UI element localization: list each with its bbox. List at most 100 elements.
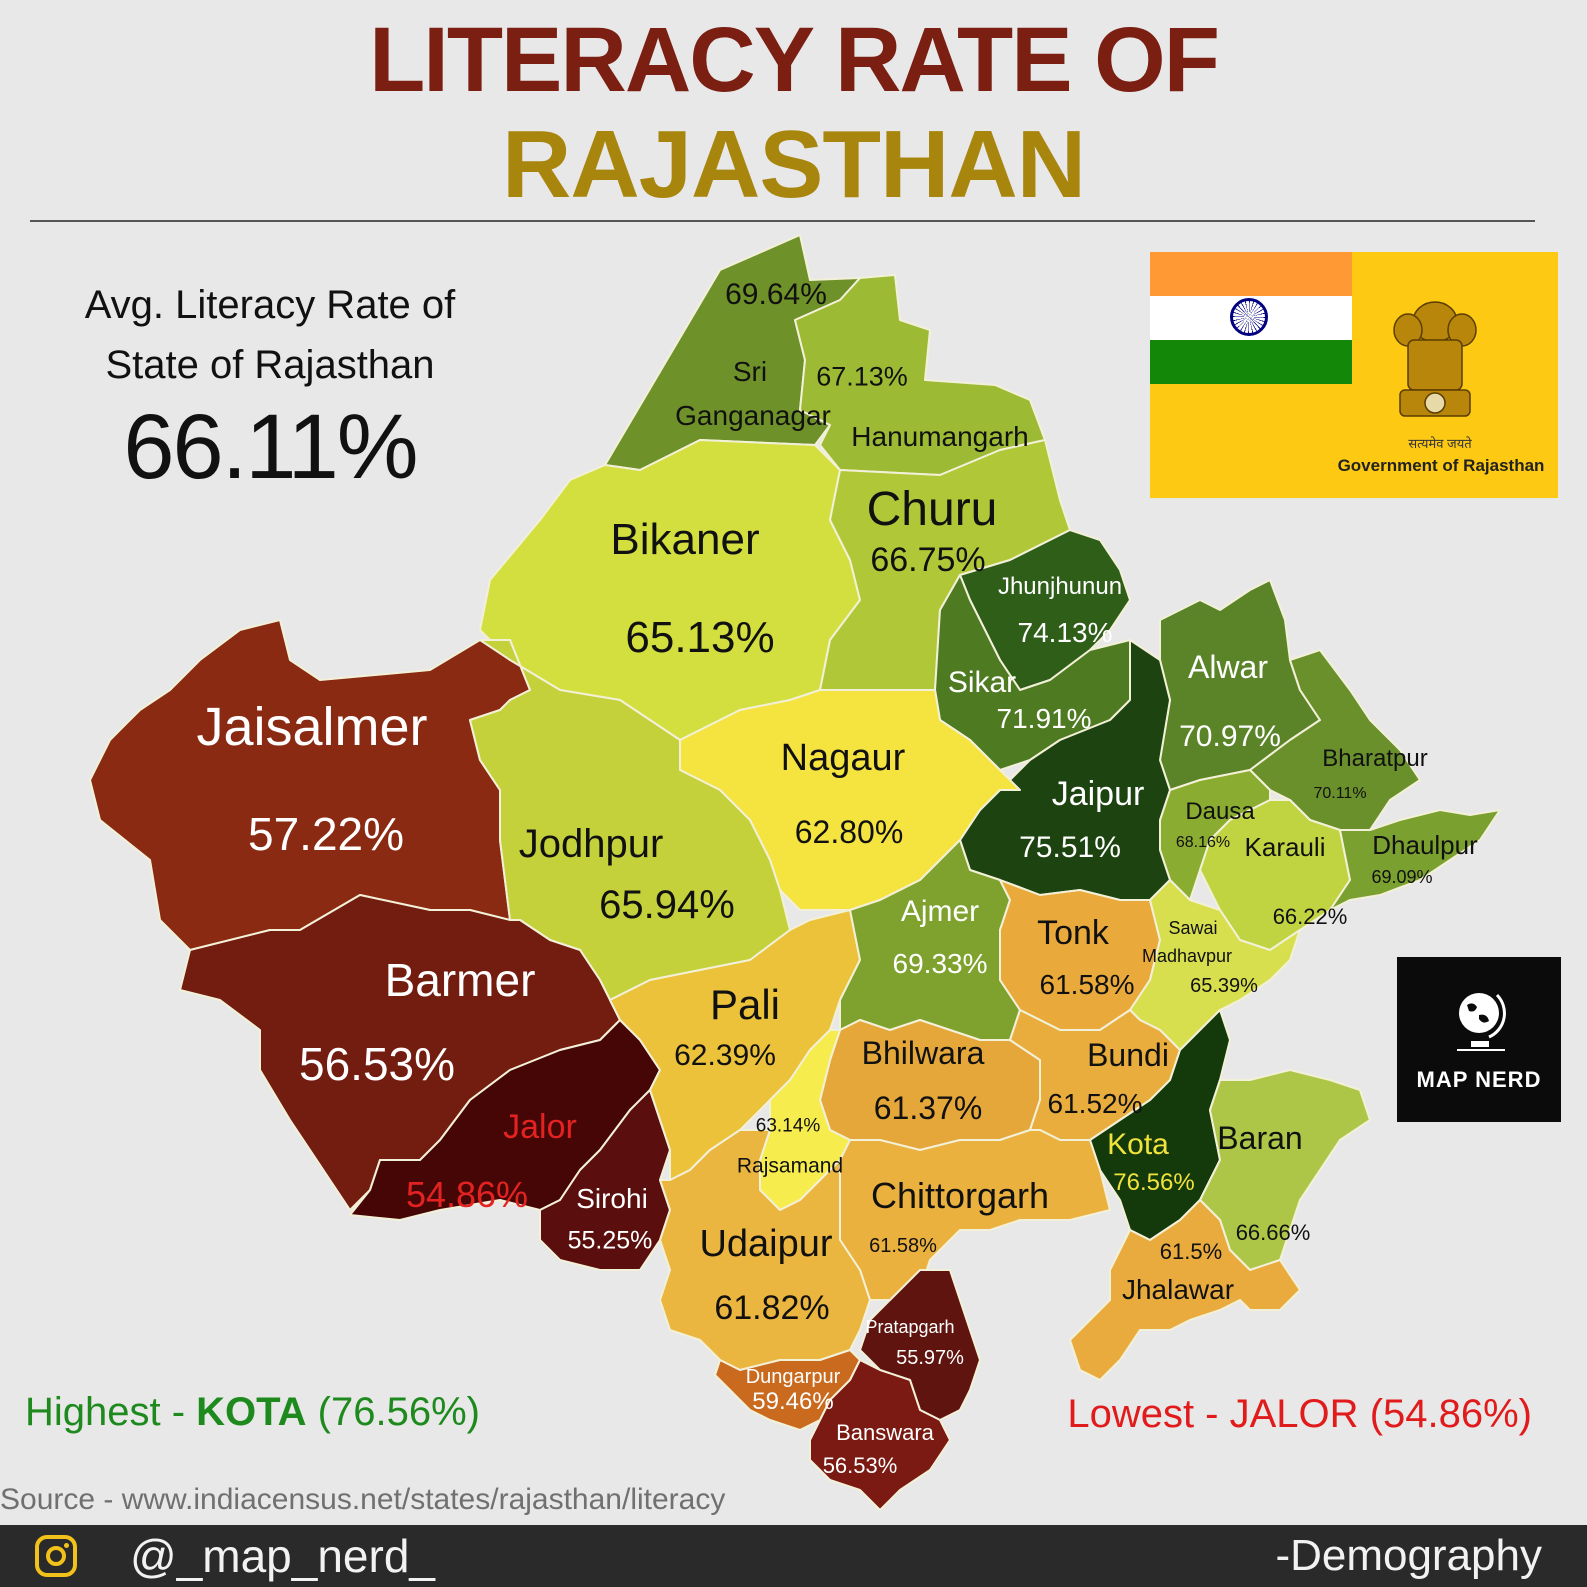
source-citation: Source - www.indiacensus.net/states/raja… (0, 1483, 726, 1516)
logo-text: MAP NERD (1416, 1067, 1542, 1092)
label-value-dausa: 68.16% (1175, 834, 1231, 851)
district-pratapgarh[interactable] (859, 1269, 981, 1421)
label-name-dausa: Dausa (1185, 798, 1255, 825)
label-name-dungarpur: Dungarpur (745, 1366, 841, 1388)
label-name-sawai-1: Sawai (1168, 918, 1218, 938)
label-name-bharatpur: Bharatpur (1322, 745, 1428, 772)
title-divider (30, 220, 1535, 222)
district-jaisalmer[interactable] (89, 619, 531, 951)
label-value-alwar: 70.97% (1179, 720, 1281, 753)
lowest-name: JALOR (1229, 1392, 1359, 1436)
average-label: Avg. Literacy Rate of State of Rajasthan (60, 275, 480, 395)
label-name-sirohi: Sirohi (576, 1183, 648, 1214)
label-name-dhaulpur: Dhaulpur (1372, 830, 1478, 860)
highest-prefix: Highest - (25, 1390, 197, 1434)
lowest-callout: Lowest - JALOR (54.86%) (1067, 1392, 1532, 1437)
label-name-pali: Pali (709, 981, 781, 1028)
label-name-sikar: Sikar (947, 666, 1017, 699)
label-value-hanumangarh: 67.13% (816, 361, 908, 392)
label-name-hanumangarh: Hanumangarh (851, 421, 1029, 452)
label-name-chittorgarh: Chittorgarh (870, 1175, 1050, 1216)
average-label-line-1: Avg. Literacy Rate of (84, 283, 456, 327)
district-udaipur[interactable] (659, 1129, 871, 1371)
label-name-jaisalmer: Jaisalmer (196, 697, 428, 757)
label-name-jhunjhunun: Jhunjhunun (997, 573, 1123, 600)
label-name-jhalawar: Jhalawar (1121, 1274, 1235, 1305)
flag-green-band (1150, 340, 1352, 384)
highest-name: KOTA (196, 1390, 307, 1434)
globe-icon (1457, 993, 1506, 1051)
district-baran[interactable] (1199, 1069, 1371, 1271)
label-value-banswara: 56.53% (822, 1453, 898, 1478)
title-line-1: LITERACY RATE OF (369, 9, 1220, 111)
district-sirohi[interactable] (539, 1089, 671, 1271)
label-value-pali: 62.39% (674, 1039, 776, 1072)
label-value-udaipur: 61.82% (714, 1289, 830, 1327)
label-value-ajmer: 69.33% (892, 948, 988, 979)
district-karauli[interactable] (1199, 799, 1351, 951)
label-value-nagaur: 62.80% (794, 814, 904, 850)
category-tag: -Demography (1275, 1531, 1542, 1580)
footer-bar: @_map_nerd_ -Demography (0, 1525, 1587, 1587)
label-value-rajsamand: 63.14% (755, 1115, 821, 1137)
title-line-2: RAJASTHAN (501, 111, 1086, 218)
label-name-jodhpur: Jodhpur (518, 822, 664, 866)
label-value-jalor: 54.86% (405, 1174, 529, 1215)
flag-saffron-band (1150, 252, 1352, 296)
label-name-jalor: Jalor (503, 1108, 577, 1146)
average-label-line-2: State of Rajasthan (105, 343, 435, 387)
ashoka-chakra-icon (1230, 298, 1268, 336)
label-name-jaipur: Jaipur (1051, 775, 1145, 813)
label-value-bikaner: 65.13% (625, 613, 775, 662)
label-name-kota: Kota (1107, 1128, 1169, 1161)
label-name-sri-ganganagar-2: Ganganagar (675, 400, 831, 431)
lowest-value: (54.86%) (1369, 1392, 1532, 1436)
label-name-alwar: Alwar (1187, 649, 1269, 685)
label-name-nagaur: Nagaur (780, 737, 906, 779)
district-banswara[interactable] (809, 1359, 951, 1511)
label-value-tonk: 61.58% (1039, 969, 1135, 1000)
label-value-bharatpur: 70.11% (1313, 785, 1367, 802)
emblem-motto: सत्यमेव जयते (1408, 436, 1472, 451)
label-value-chittorgarh: 61.58% (869, 1235, 937, 1257)
label-name-bundi: Bundi (1087, 1037, 1169, 1073)
label-value-baran: 66.66% (1235, 1220, 1311, 1245)
label-name-bhilwara: Bhilwara (861, 1035, 985, 1071)
highest-value: (76.56%) (317, 1390, 480, 1434)
label-value-barmer: 56.53% (298, 1038, 456, 1090)
label-name-udaipur: Udaipur (699, 1223, 833, 1265)
label-value-sikar: 71.91% (996, 703, 1092, 734)
label-value-dhaulpur: 69.09% (1371, 867, 1433, 887)
label-name-banswara: Banswara (836, 1420, 934, 1445)
label-value-jhalawar: 61.5% (1159, 1239, 1223, 1264)
label-name-churu: Churu (866, 483, 998, 536)
label-value-churu: 66.75% (870, 541, 986, 579)
label-name-baran: Baran (1217, 1120, 1303, 1156)
label-value-dungarpur: 59.46% (752, 1388, 834, 1415)
label-value-kota: 76.56% (1113, 1169, 1195, 1196)
label-name-barmer: Barmer (384, 954, 536, 1006)
label-value-jaipur: 75.51% (1019, 831, 1121, 864)
emblem-caption: Government of Rajasthan (1337, 456, 1545, 475)
label-value-pratapgarh: 55.97% (896, 1347, 964, 1369)
district-jhalawar[interactable] (1069, 1199, 1301, 1381)
label-name-pratapgarh: Pratapgarh (865, 1317, 955, 1337)
label-name-tonk: Tonk (1037, 914, 1109, 952)
label-value-sri-ganganagar: 69.64% (725, 278, 827, 311)
label-value-karauli: 66.22% (1272, 904, 1348, 929)
district-dhaulpur[interactable] (1329, 809, 1501, 911)
label-value-jodhpur: 65.94% (599, 883, 735, 927)
label-value-jhunjhunun: 74.13% (1017, 617, 1113, 648)
social-handle[interactable]: @_map_nerd_ (130, 1530, 435, 1582)
label-name-bikaner: Bikaner (610, 515, 760, 564)
flag-emblem-panel: सत्यमेव जयते Government of Rajasthan (1150, 252, 1558, 498)
label-value-bhilwara: 61.37% (873, 1090, 983, 1126)
map-nerd-logo: MAP NERD (1397, 957, 1561, 1122)
highest-callout: Highest - KOTA (76.56%) (25, 1390, 480, 1435)
instagram-icon[interactable] (35, 1535, 77, 1577)
label-value-jaisalmer: 57.22% (247, 808, 405, 860)
label-name-sawai-2: Madhavpur (1141, 946, 1233, 966)
lowest-prefix: Lowest - (1067, 1392, 1230, 1436)
label-name-rajsamand: Rajsamand (736, 1154, 844, 1178)
